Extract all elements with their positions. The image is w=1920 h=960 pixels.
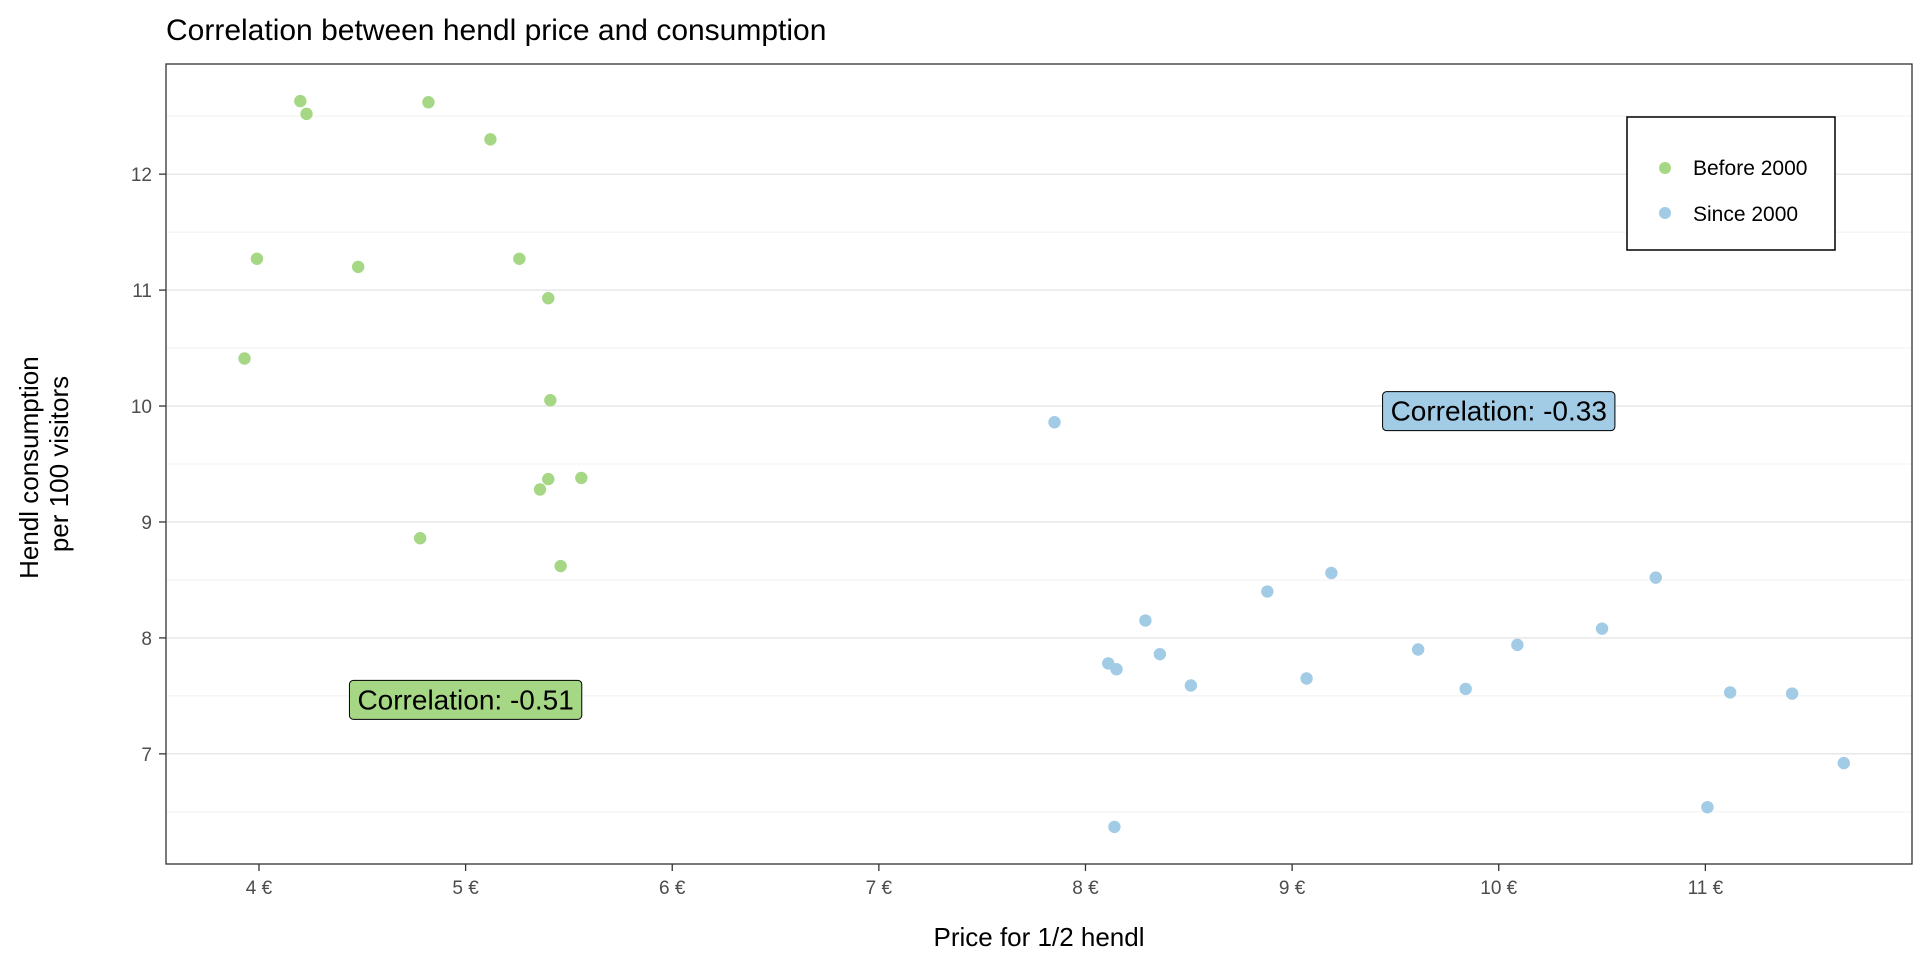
data-point-before-2000	[544, 394, 557, 407]
legend-marker-before-2000	[1659, 162, 1671, 174]
data-point-before-2000	[250, 252, 264, 265]
data-point-before-2000	[513, 252, 526, 265]
data-point-before-2000	[484, 133, 497, 146]
data-point-since-2000	[1595, 622, 1609, 635]
correlation-label-box	[348, 679, 583, 720]
y-tick-label: 9	[141, 513, 152, 534]
y-axis-title-line-1: Hendl consumption	[14, 356, 44, 579]
grid-major	[166, 173, 1912, 755]
correlation-label-text: Correlation: -0.51	[357, 684, 573, 715]
x-tick-label: 5 €	[452, 878, 479, 899]
data-point-since-2000	[1184, 679, 1198, 692]
plot-border	[165, 63, 1913, 865]
data-point-since-2000	[1108, 820, 1121, 834]
y-axis: 7 8 9 10 11 12	[131, 165, 166, 766]
legend-label-since-2000: Since 2000	[1693, 203, 1798, 226]
chart-title: Correlation between hendl price and cons…	[166, 14, 826, 47]
correlation-label-text: Correlation: -0.33	[1391, 396, 1607, 427]
data-point-since-2000	[1785, 687, 1799, 700]
legend-label-before-2000: Before 2000	[1693, 157, 1807, 180]
data-point-before-2000	[542, 292, 555, 305]
data-point-before-2000	[351, 260, 365, 274]
data-point-before-2000	[422, 96, 435, 109]
data-point-since-2000	[1139, 614, 1152, 627]
x-tick-label: 9 €	[1279, 878, 1306, 899]
data-point-before-2000	[554, 559, 567, 573]
data-point-before-2000	[575, 471, 588, 485]
legend-marker-since-2000	[1659, 207, 1671, 219]
data-point-since-2000	[1153, 647, 1167, 661]
data-point-since-2000	[1649, 571, 1662, 584]
data-point-since-2000	[1837, 756, 1851, 770]
x-tick-label: 11 €	[1688, 878, 1724, 899]
y-tick-label: 8	[141, 629, 152, 650]
data-point-before-2000	[413, 532, 427, 545]
annotations-layer: Correlation: -0.51 Correlation: -0.33	[348, 391, 1616, 720]
x-tick-label: 7 €	[866, 878, 893, 899]
data-point-since-2000	[1300, 672, 1313, 685]
data-point-before-2000	[300, 107, 313, 121]
data-point-since-2000	[1511, 638, 1524, 652]
legend-box	[1626, 116, 1836, 251]
y-tick-label: 10	[131, 397, 152, 418]
y-tick-label: 7	[141, 745, 152, 766]
x-tick-label: 10 €	[1480, 878, 1517, 899]
x-axis: 4 € 5 € 6 € 7 € 8 € 9 € 10 € 11 €	[246, 864, 1724, 899]
x-tick-label: 4 €	[246, 878, 273, 899]
y-axis-title-line-2: per 100 visitors	[44, 376, 74, 552]
data-point-since-2000	[1411, 643, 1425, 656]
x-axis-title: Price for 1/2 hendl	[933, 922, 1144, 952]
correlation-label-2: Correlation: -0.33	[1382, 391, 1616, 432]
data-point-since-2000	[1701, 800, 1714, 814]
data-point-since-2000	[1723, 686, 1737, 699]
data-point-since-2000	[1325, 566, 1338, 580]
y-axis-title: Hendl consumption per 100 visitors	[14, 349, 74, 579]
data-point-before-2000	[294, 94, 307, 108]
data-point-since-2000	[1459, 682, 1472, 696]
data-point-before-2000	[542, 472, 555, 486]
legend: Before 2000 Since 2000	[1626, 116, 1836, 251]
points-layer	[238, 94, 1851, 834]
correlation-label-box	[1382, 391, 1616, 432]
data-point-before-2000	[533, 483, 547, 496]
data-point-since-2000	[1261, 585, 1274, 598]
plot-area: Correlation: -0.51 Correlation: -0.33	[165, 63, 1913, 865]
data-point-since-2000	[1048, 416, 1061, 429]
y-tick-label: 12	[131, 165, 152, 186]
data-point-before-2000	[238, 352, 251, 365]
x-tick-label: 8 €	[1072, 878, 1099, 899]
y-tick-label: 11	[132, 281, 152, 302]
data-point-since-2000	[1110, 663, 1123, 676]
x-tick-label: 6 €	[659, 878, 686, 899]
correlation-label-1: Correlation: -0.51	[348, 679, 583, 720]
